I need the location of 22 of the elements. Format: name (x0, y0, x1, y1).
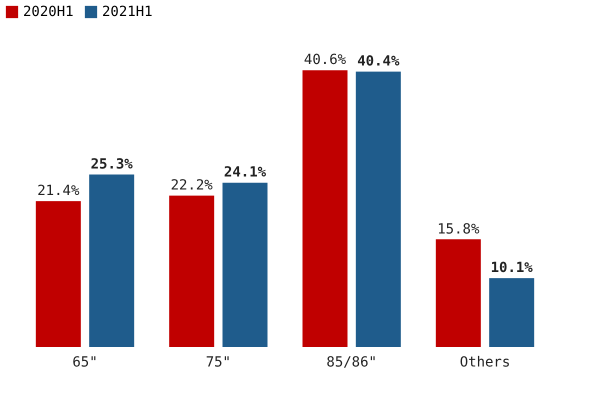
x-tick-label: Others (460, 354, 510, 370)
bar (436, 239, 481, 347)
data-label: 15.8% (437, 221, 480, 238)
bar (169, 196, 214, 347)
bar (489, 278, 534, 347)
bar (302, 70, 348, 347)
data-label: 24.1% (224, 164, 267, 181)
data-label: 40.4% (357, 54, 400, 70)
bar (356, 72, 401, 347)
x-tick-label: 75" (206, 354, 231, 370)
data-label: 10.1% (490, 260, 534, 276)
bar (36, 201, 81, 347)
bar (222, 182, 268, 347)
data-label: 22.2% (170, 178, 214, 194)
data-label: 40.6% (304, 52, 347, 68)
legend-label: 2020H1 (23, 4, 74, 20)
legend-label: 2021H1 (102, 4, 153, 20)
bar (89, 174, 134, 347)
data-label: 21.4% (37, 183, 80, 200)
x-tick-label: 85/86" (326, 354, 377, 370)
data-label: 25.3% (90, 156, 134, 173)
x-tick-label: 65" (72, 354, 98, 370)
